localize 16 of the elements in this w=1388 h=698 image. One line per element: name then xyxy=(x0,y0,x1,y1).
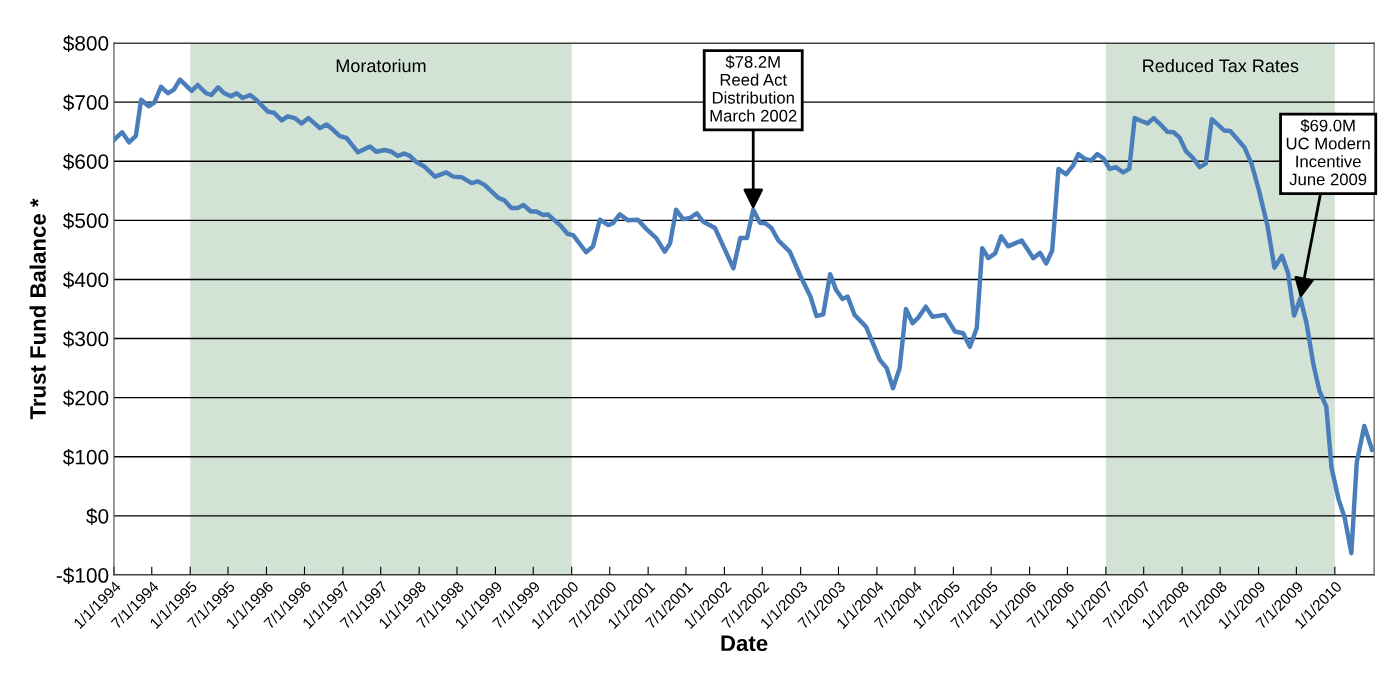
y-tick-label: $500 xyxy=(62,212,109,230)
y-tick-label: $400 xyxy=(62,271,109,289)
y-tick-label: -$100 xyxy=(56,567,109,585)
y-tick-label: $600 xyxy=(62,153,109,171)
y-tick-label: $300 xyxy=(62,330,109,348)
y-tick-label: $700 xyxy=(62,94,109,112)
annotation: $69.0M UC Modern Incentive June 2009 xyxy=(1286,118,1370,186)
y-tick-label: $800 xyxy=(62,35,109,52)
y-tick-label: $200 xyxy=(62,389,109,407)
y-tick-label: $0 xyxy=(86,508,109,525)
band-label: Moratorium xyxy=(336,58,426,73)
y-axis-title: Trust Fund Balance * xyxy=(29,198,46,420)
band-label: Reduced Tax Rates xyxy=(1143,58,1299,73)
annotation: $78.2M Reed Act Distribution March 2002 xyxy=(710,55,797,122)
x-axis-title: Date xyxy=(721,635,768,652)
y-tick-label: $100 xyxy=(62,448,109,466)
